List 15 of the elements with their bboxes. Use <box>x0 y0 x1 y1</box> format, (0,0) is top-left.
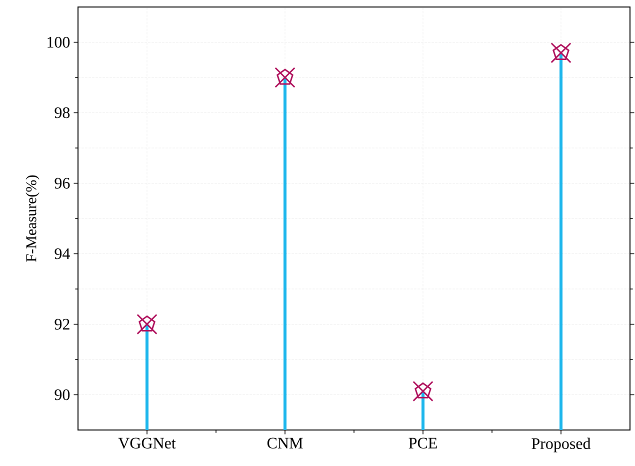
point <box>550 42 572 64</box>
y-tick-label: 94 <box>54 248 70 260</box>
point <box>136 314 158 335</box>
y-axis-title: F-Measure(%) <box>26 175 40 262</box>
y-tick-label: 90 <box>54 389 70 400</box>
x-tick-label: CNM <box>267 438 303 449</box>
point <box>412 380 434 402</box>
x-tick-label: Proposed <box>532 438 591 452</box>
y-tick-label: 100 <box>48 36 70 48</box>
y-tick-label: 98 <box>54 107 70 118</box>
y-tick-label: 92 <box>54 318 70 330</box>
point <box>274 67 296 88</box>
y-tick-label: 96 <box>54 178 70 189</box>
x-tick-label: VGGNet <box>118 438 176 449</box>
x-tick-label: PCE <box>408 438 437 449</box>
